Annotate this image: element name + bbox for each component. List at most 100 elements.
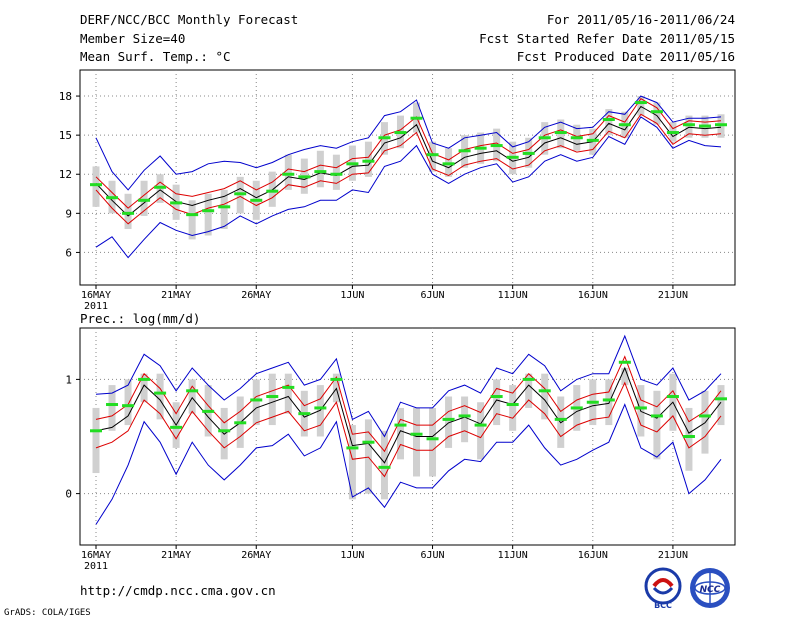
panel2-box-mark: [653, 390, 661, 460]
panel1-median-mark: [682, 123, 695, 127]
panel2-median-mark: [250, 398, 263, 402]
panel2-median-mark: [682, 435, 695, 438]
panel2-box-mark: [509, 385, 517, 431]
panel1-envelope-high-line: [95, 95, 722, 191]
source-url: http://cmdp.ncc.cma.gov.cn: [80, 583, 276, 598]
panel2-median-mark: [170, 425, 183, 429]
panel2-mean-line: [95, 366, 722, 464]
panel2-box-mark: [268, 373, 276, 426]
member-size-label: Member Size=40: [80, 31, 186, 46]
panel2-box-mark: [685, 407, 693, 471]
panel1-median-mark: [218, 205, 231, 209]
panel2-x-tick-label: 11JUN: [498, 550, 528, 561]
panel1-x-tick-label: 21MAY: [161, 290, 191, 301]
bcc-logo-icon: BCC: [644, 567, 682, 610]
panel2-median-mark: [154, 391, 167, 395]
panel1-envelope-low-line: [95, 116, 722, 259]
panel2-box-mark: [717, 385, 725, 426]
panel1-box-mark: [268, 171, 276, 207]
panel1-median-mark: [362, 159, 375, 163]
panel2-box-mark: [413, 407, 421, 477]
panel1-x-tick-label: 6JUN: [420, 290, 444, 301]
panel1-box-mark: [220, 189, 228, 229]
panel1-median-mark: [234, 192, 247, 196]
panel2-spread-low-line: [95, 381, 722, 478]
panel1-median-mark: [106, 196, 119, 200]
panel1-median-mark: [378, 136, 391, 140]
panel2-median-mark: [362, 440, 375, 444]
panel2-box-mark: [461, 396, 469, 443]
panel1-median-mark: [90, 183, 102, 187]
panel1-median-mark: [474, 146, 487, 150]
panel2-box-mark: [445, 396, 453, 448]
panel2-median-mark: [298, 412, 311, 416]
panel1-median-mark: [715, 123, 727, 127]
panel2-median-mark: [314, 406, 327, 410]
panel1-median-mark: [554, 131, 567, 135]
panel2-x-tick-label: 16JUN: [578, 550, 608, 561]
panel1-median-mark: [538, 136, 551, 140]
panel2-x-tick-label: 21MAY: [161, 550, 191, 561]
panel2-frame: [79, 327, 736, 546]
panel1-mean-line: [95, 105, 722, 217]
panel1-box-mark: [188, 200, 196, 240]
panel1-median-mark: [410, 116, 423, 120]
panel2-box-mark: [364, 419, 372, 494]
panel2-y-tick-label: 0: [65, 488, 72, 501]
panel1-median-mark: [186, 213, 199, 217]
panel1-box-mark: [429, 141, 437, 172]
panel2-box-mark: [188, 379, 196, 414]
panel2-median-mark: [650, 414, 663, 418]
forecast-period-label: For 2011/05/16-2011/06/24: [546, 12, 735, 27]
panel1-median-mark: [666, 131, 679, 135]
bcc-logo-text: BCC: [654, 601, 672, 610]
panel1-median-mark: [506, 155, 519, 159]
panel2-box-mark: [92, 407, 100, 474]
panel2-box-mark: [124, 379, 132, 426]
panel2-median-mark: [394, 423, 407, 427]
panel1-median-mark: [634, 101, 647, 105]
panel1-median-mark: [442, 162, 455, 166]
panel2-box-mark: [108, 385, 116, 431]
panel1-median-mark: [394, 131, 407, 135]
panel2-median-mark: [602, 398, 615, 402]
panel1-y-tick-label: 9: [65, 207, 72, 220]
panel2-box-mark: [284, 373, 292, 414]
panel1-median-mark: [618, 123, 631, 127]
panel1-median-mark: [698, 124, 711, 128]
panel1-box-mark: [124, 193, 132, 229]
panel2-box-mark: [380, 430, 388, 500]
panel1-year-label: 2011: [84, 301, 108, 312]
panel1-median-mark: [314, 170, 327, 174]
panel2-median-mark: [442, 417, 455, 421]
panel2-median-mark: [522, 377, 535, 381]
panel1-median-mark: [522, 151, 535, 155]
panel2-envelope-low-line: [95, 403, 722, 525]
panel2-median-mark: [715, 397, 727, 401]
panel1-box-mark: [685, 115, 693, 138]
panel1-box-mark: [92, 166, 100, 207]
panel2-box-mark: [316, 385, 324, 437]
panel2-box-mark: [429, 407, 437, 477]
panel1-y-tick-label: 12: [59, 168, 72, 181]
panel2-median-mark: [90, 429, 102, 433]
panel1-x-tick-label: 26MAY: [241, 290, 271, 301]
panel1-x-tick-label: 11JUN: [498, 290, 528, 301]
precip-variable-label: Prec.: log(mm/d): [80, 311, 201, 326]
panel1-median-mark: [298, 175, 311, 179]
panel1-median-mark: [202, 209, 215, 213]
panel2-box-mark: [493, 379, 501, 426]
panel1-y-tick-label: 6: [65, 246, 72, 259]
panel1-median-mark: [650, 110, 663, 114]
panel2-median-mark: [234, 421, 247, 425]
panel1-median-mark: [602, 118, 615, 122]
panel1-median-mark: [586, 138, 599, 142]
panel1-median-mark: [250, 198, 263, 202]
panel2-median-mark: [330, 377, 343, 381]
panel1-median-mark: [458, 149, 471, 153]
panel2-median-mark: [586, 400, 599, 404]
panel2-median-mark: [122, 404, 135, 408]
panel2-box-mark: [525, 373, 533, 408]
panel1-median-mark: [266, 189, 279, 193]
panel2-median-mark: [218, 429, 231, 433]
